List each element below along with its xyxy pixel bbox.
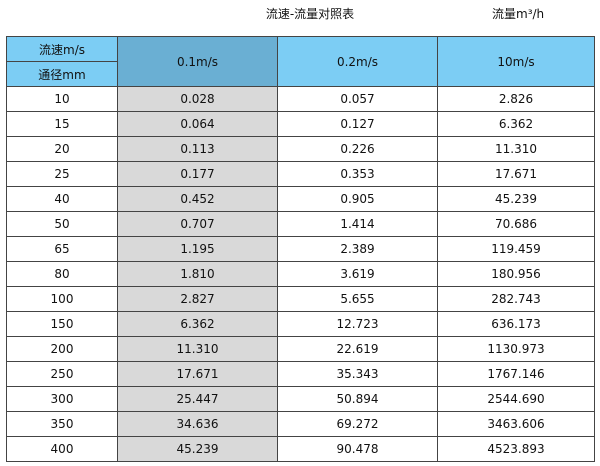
flow-cell: 90.478 [277,436,438,462]
flow-cell: 34.636 [117,411,278,437]
flow-cell: 11.310 [437,136,595,162]
flow-table: 流速m/s 0.1m/s 0.2m/s 10m/s 通径mm 10 0.028 0.… [6,36,595,462]
table-row: 65 1.195 2.389 119.459 [6,236,595,262]
diameter-cell: 65 [6,236,118,262]
flow-cell: 70.686 [437,211,595,237]
diameter-cell: 40 [6,186,118,212]
flow-cell: 17.671 [117,361,278,387]
flow-cell: 2.827 [117,286,278,312]
diameter-header: 通径mm [6,61,118,87]
diameter-cell: 200 [6,336,118,362]
diameter-cell: 400 [6,436,118,462]
flow-cell: 2.389 [277,236,438,262]
flow-cell: 12.723 [277,311,438,337]
flow-cell: 45.239 [117,436,278,462]
flow-cell: 50.894 [277,386,438,412]
diameter-cell: 350 [6,411,118,437]
flow-cell: 0.707 [117,211,278,237]
table-row: 20 0.113 0.226 11.310 [6,136,595,162]
flow-cell: 22.619 [277,336,438,362]
column-header: 0.1m/s [117,36,278,87]
flow-cell: 6.362 [117,311,278,337]
diameter-cell: 150 [6,311,118,337]
table-row: 40 0.452 0.905 45.239 [6,186,595,212]
diameter-cell: 250 [6,361,118,387]
flow-cell: 0.226 [277,136,438,162]
unit-label: 流量m³/h [492,7,545,21]
column-header: 10m/s [437,36,595,87]
flow-cell: 180.956 [437,261,595,287]
flow-cell: 636.173 [437,311,595,337]
flow-cell: 45.239 [437,186,595,212]
table-row: 100 2.827 5.655 282.743 [6,286,595,312]
table-row: 300 25.447 50.894 2544.690 [6,386,595,412]
flow-cell: 1767.146 [437,361,595,387]
table-row: 80 1.810 3.619 180.956 [6,261,595,287]
diameter-cell: 100 [6,286,118,312]
flow-cell: 1130.973 [437,336,595,362]
flow-cell: 25.447 [117,386,278,412]
table-row: 15 0.064 0.127 6.362 [6,111,595,137]
table-row: 200 11.310 22.619 1130.973 [6,336,595,362]
flow-cell: 5.655 [277,286,438,312]
diameter-cell: 25 [6,161,118,187]
diameter-cell: 300 [6,386,118,412]
flow-cell: 3.619 [277,261,438,287]
diameter-cell: 50 [6,211,118,237]
flow-cell: 0.127 [277,111,438,137]
flow-cell: 6.362 [437,111,595,137]
flow-cell: 0.113 [117,136,278,162]
flow-cell: 35.343 [277,361,438,387]
flow-cell: 0.905 [277,186,438,212]
flow-cell: 1.414 [277,211,438,237]
flow-cell: 69.272 [277,411,438,437]
table-row: 400 45.239 90.478 4523.893 [6,436,595,462]
flow-cell: 17.671 [437,161,595,187]
diameter-cell: 10 [6,86,118,112]
flow-cell: 0.353 [277,161,438,187]
flow-cell: 0.028 [117,86,278,112]
table-row: 10 0.028 0.057 2.826 [6,86,595,112]
table-row: 50 0.707 1.414 70.686 [6,211,595,237]
speed-header: 流速m/s [6,36,118,62]
diameter-cell: 80 [6,261,118,287]
flow-cell: 11.310 [117,336,278,362]
flow-cell: 0.057 [277,86,438,112]
diameter-cell: 15 [6,111,118,137]
flow-cell: 0.177 [117,161,278,187]
flow-cell: 0.064 [117,111,278,137]
flow-cell: 4523.893 [437,436,595,462]
flow-cell: 2544.690 [437,386,595,412]
table-row: 150 6.362 12.723 636.173 [6,311,595,337]
table-title: 流速-流量对照表 [265,7,355,21]
flow-cell: 282.743 [437,286,595,312]
table-row: 350 34.636 69.272 3463.606 [6,411,595,437]
flow-cell: 2.826 [437,86,595,112]
flow-cell: 0.452 [117,186,278,212]
table-row: 25 0.177 0.353 17.671 [6,161,595,187]
column-header: 0.2m/s [277,36,438,87]
flow-cell: 119.459 [437,236,595,262]
flow-cell: 3463.606 [437,411,595,437]
table-row: 250 17.671 35.343 1767.146 [6,361,595,387]
flow-cell: 1.195 [117,236,278,262]
flow-cell: 1.810 [117,261,278,287]
diameter-cell: 20 [6,136,118,162]
